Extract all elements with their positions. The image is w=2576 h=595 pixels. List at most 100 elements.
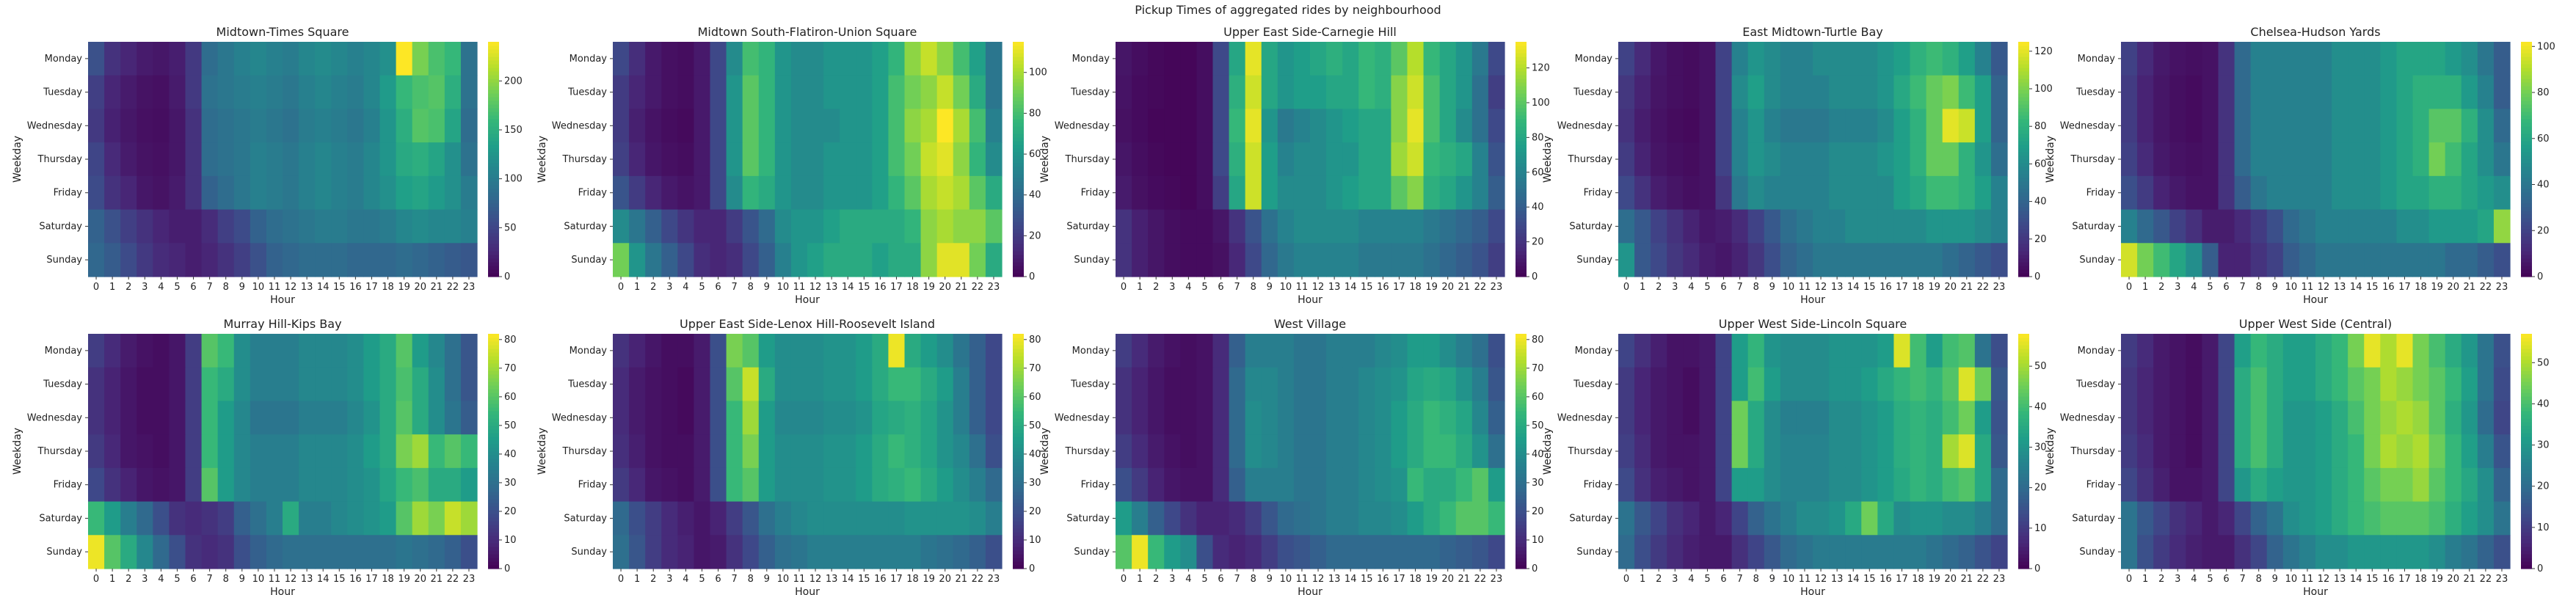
colorbar-segment [1013,86,1024,90]
colorbar-segment [1013,503,1024,507]
heatmap-cell [1877,243,1895,277]
heatmap-cell [1439,142,1457,177]
colorbar-segment [1013,539,1024,544]
heatmap-cell [2282,434,2300,469]
heatmap-cell [1877,467,1895,503]
heatmap-cell [2121,401,2138,435]
colorbar-segment [2521,42,2532,46]
colorbar-segment [488,64,499,68]
heatmap-cell [1829,42,1846,76]
colorbar-segment [488,112,499,116]
colorbar-segment [1516,359,1527,364]
x-tick-label: 19 [1425,282,1438,293]
heatmap-cell [1471,434,1489,469]
heatmap-cell [217,535,235,569]
heatmap-cell [1245,334,1262,368]
heatmap-cell [2477,109,2495,143]
x-tick-label: 1 [1640,282,1645,293]
colorbar-segment [2521,56,2532,61]
heatmap-cell [363,175,381,211]
colorbar-segment [1516,506,1527,511]
colorbar-segment [488,236,499,241]
heatmap-cell [396,367,413,402]
heatmap-cell [1423,142,1441,177]
x-tick-label: 14 [842,574,854,585]
heatmap-cell [904,334,922,368]
heatmap-cell [1731,42,1749,76]
heatmap-cell [137,535,153,569]
colorbar-segment [1013,90,1024,94]
heatmap-cell [266,142,283,177]
colorbar-segment [1013,448,1024,452]
y-tick-label: Saturday [564,513,607,524]
heatmap-cell [1212,401,1230,435]
panel-title: West Village [1274,317,1346,331]
colorbar-segment [488,196,499,200]
heatmap-cell [904,467,922,503]
heatmap-cell [379,175,397,211]
y-axis-label: Weekday [2045,136,2056,183]
y-axis-label: Weekday [1039,428,1051,475]
heatmap-cell [1358,434,1375,469]
heatmap-cell [299,401,316,435]
heatmap-cell [2250,367,2268,402]
x-tick-label: 22 [1474,282,1487,293]
colorbar-segment [1516,148,1527,153]
heatmap-cell [1861,75,1878,110]
heatmap-cell [1261,243,1278,277]
heatmap-cell [120,209,137,244]
heatmap-cell [1715,75,1733,110]
colorbar-segment [2018,539,2029,544]
heatmap-cell [629,434,646,469]
heatmap-cell [1813,501,1830,536]
colorbar-segment [1013,561,1024,566]
colorbar-segment [1516,547,1527,551]
heatmap-cell [1293,175,1311,211]
heatmap-cell [2380,175,2398,211]
heatmap-cell [1926,367,1943,402]
heatmap-cell [1310,209,1327,244]
colorbar-segment [488,466,499,470]
heatmap-cell [1861,501,1878,536]
y-tick-label: Tuesday [43,87,82,98]
colorbar-segment [2521,400,2532,404]
heatmap-cell [694,434,711,469]
heatmap-cell [2428,501,2446,536]
heatmap-cell [120,401,137,435]
heatmap-cell [2250,467,2268,503]
colorbar-segment [1516,90,1527,94]
heatmap-cell [2315,42,2332,76]
heatmap-cell [2412,109,2430,143]
x-tick-label: 17 [365,574,378,585]
x-tick-label: 8 [223,282,229,293]
colorbar-segment [1013,273,1024,277]
colorbar-segment [2018,174,2029,178]
heatmap-cell [2493,501,2511,536]
colorbar-segment [1516,378,1527,382]
colorbar-segment [488,528,499,533]
heatmap-cell [2121,109,2138,143]
heatmap-cell [379,535,397,569]
heatmap-cell [2250,109,2268,143]
heatmap-cell [2396,535,2414,569]
heatmap-cell [1116,367,1132,402]
heatmap-cell [2137,467,2154,503]
heatmap-cell [104,109,121,143]
x-tick-label: 5 [699,282,705,293]
heatmap-cell [694,243,711,277]
colorbar-segment [1516,67,1527,72]
heatmap-cell [1407,142,1425,177]
heatmap-cell [1310,109,1327,143]
colorbar-segment [2521,236,2532,241]
heatmap-cell [169,367,186,402]
heatmap-cell [2412,535,2430,569]
colorbar-segment [488,141,499,145]
heatmap-cell [742,401,760,435]
y-axis-label: Weekday [536,428,548,475]
heatmap-cell [412,401,429,435]
heatmap-cell [396,334,413,368]
heatmap-cell [1471,42,1489,76]
colorbar-segment [1013,115,1024,120]
panel-title: Midtown-Times Square [217,25,349,39]
colorbar-segment [1516,348,1527,353]
